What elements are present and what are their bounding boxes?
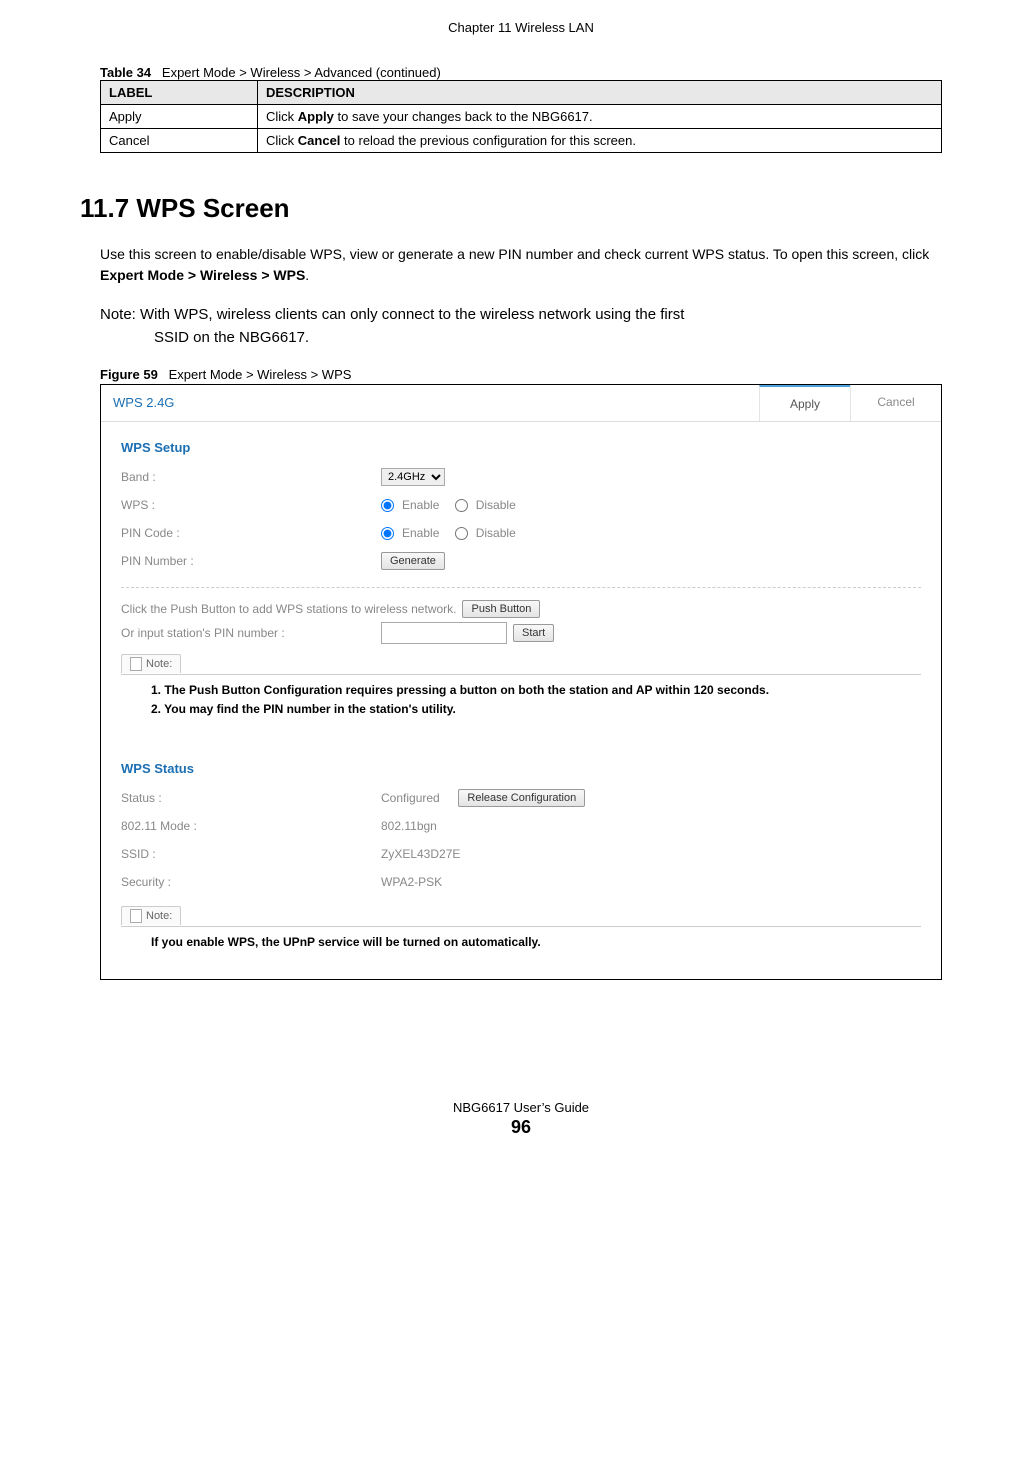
mode-value: 802.11bgn xyxy=(381,819,437,833)
note-icon xyxy=(130,657,142,671)
footer-guide: NBG6617 User’s Guide xyxy=(100,1100,942,1115)
table-header-desc: DESCRIPTION xyxy=(258,81,942,105)
security-label: Security : xyxy=(121,875,381,889)
pin-input-label: Or input station's PIN number : xyxy=(121,626,375,640)
band-select[interactable]: 2.4GHz xyxy=(381,468,445,486)
push-button[interactable]: Push Button xyxy=(462,600,540,618)
release-button[interactable]: Release Configuration xyxy=(458,789,585,807)
screenshot-title: WPS 2.4G xyxy=(101,385,759,421)
table-row: Apply Click Apply to save your changes b… xyxy=(101,105,942,129)
wps-label: WPS : xyxy=(121,498,381,512)
disable-text: Disable xyxy=(476,498,516,512)
desc-pre: Click xyxy=(266,133,298,148)
pincode-disable-radio[interactable] xyxy=(455,527,468,540)
status-value: Configured xyxy=(381,791,440,805)
cancel-button[interactable]: Cancel xyxy=(850,385,941,421)
table-caption-prefix: Table 34 xyxy=(100,65,151,80)
desc-bold: Cancel xyxy=(298,133,341,148)
start-button[interactable]: Start xyxy=(513,624,554,642)
figure-caption: Figure 59 Expert Mode > Wireless > WPS xyxy=(100,367,942,382)
note-tab-text: Note: xyxy=(146,658,172,670)
table-cell-desc: Click Apply to save your changes back to… xyxy=(258,105,942,129)
pincode-enable-radio[interactable] xyxy=(381,527,394,540)
desc-post: to reload the previous configuration for… xyxy=(340,133,636,148)
pin-input[interactable] xyxy=(381,622,507,644)
wps-screenshot: WPS 2.4G Apply Cancel WPS Setup Band : 2… xyxy=(100,384,942,980)
section-note: Note: With WPS, wireless clients can onl… xyxy=(100,304,942,349)
table-caption: Table 34 Expert Mode > Wireless > Advanc… xyxy=(100,65,942,80)
ssid-value: ZyXEL43D27E xyxy=(381,847,460,861)
page-footer: NBG6617 User’s Guide 96 xyxy=(100,1100,942,1138)
push-text: Click the Push Button to add WPS station… xyxy=(121,602,456,616)
wps-disable-radio[interactable] xyxy=(455,499,468,512)
table-cell-label: Cancel xyxy=(101,129,258,153)
wps-status-title: WPS Status xyxy=(121,761,921,776)
note-line: If you enable WPS, the UPnP service will… xyxy=(151,933,921,952)
mode-label: 802.11 Mode : xyxy=(121,819,381,833)
table-cell-label: Apply xyxy=(101,105,258,129)
note-tab-text: Note: xyxy=(146,910,172,922)
note-box: Note: If you enable WPS, the UPnP servic… xyxy=(121,906,921,958)
screenshot-topbar: WPS 2.4G Apply Cancel xyxy=(101,385,941,422)
note-line2: SSID on the NBG6617. xyxy=(100,327,942,350)
band-label: Band : xyxy=(121,470,381,484)
disable-text: Disable xyxy=(476,526,516,540)
table-row: Cancel Click Cancel to reload the previo… xyxy=(101,129,942,153)
enable-text: Enable xyxy=(402,526,439,540)
note-line1: Note: With WPS, wireless clients can onl… xyxy=(100,306,684,323)
note-tab: Note: xyxy=(121,654,181,673)
para-bold: Expert Mode > Wireless > WPS xyxy=(100,267,305,283)
note-tab: Note: xyxy=(121,906,181,925)
note-icon xyxy=(130,909,142,923)
figure-caption-prefix: Figure 59 xyxy=(100,367,158,382)
pinnum-label: PIN Number : xyxy=(121,554,381,568)
apply-button[interactable]: Apply xyxy=(759,385,850,421)
note-line: 1. The Push Button Configuration require… xyxy=(151,681,921,700)
note-line: 2. You may find the PIN number in the st… xyxy=(151,700,921,719)
desc-post: to save your changes back to the NBG6617… xyxy=(334,109,593,124)
para-post: . xyxy=(305,267,309,283)
divider xyxy=(121,587,921,588)
wps-enable-radio[interactable] xyxy=(381,499,394,512)
section-heading: 11.7 WPS Screen xyxy=(80,193,942,224)
note-box: Note: 1. The Push Button Configuration r… xyxy=(121,654,921,725)
section-paragraph: Use this screen to enable/disable WPS, v… xyxy=(100,244,942,286)
table-cell-desc: Click Cancel to reload the previous conf… xyxy=(258,129,942,153)
page-number: 96 xyxy=(100,1117,942,1138)
ssid-label: SSID : xyxy=(121,847,381,861)
desc-bold: Apply xyxy=(298,109,334,124)
security-value: WPA2-PSK xyxy=(381,875,442,889)
pincode-label: PIN Code : xyxy=(121,526,381,540)
figure-caption-text: Expert Mode > Wireless > WPS xyxy=(169,367,352,382)
enable-text: Enable xyxy=(402,498,439,512)
table-caption-text: Expert Mode > Wireless > Advanced (conti… xyxy=(162,65,441,80)
table34: LABEL DESCRIPTION Apply Click Apply to s… xyxy=(100,80,942,153)
wps-setup-title: WPS Setup xyxy=(121,440,921,455)
desc-pre: Click xyxy=(266,109,298,124)
para-pre: Use this screen to enable/disable WPS, v… xyxy=(100,246,929,262)
status-label: Status : xyxy=(121,791,381,805)
chapter-header: Chapter 11 Wireless LAN xyxy=(100,20,942,35)
generate-button[interactable]: Generate xyxy=(381,552,445,570)
table-header-label: LABEL xyxy=(101,81,258,105)
